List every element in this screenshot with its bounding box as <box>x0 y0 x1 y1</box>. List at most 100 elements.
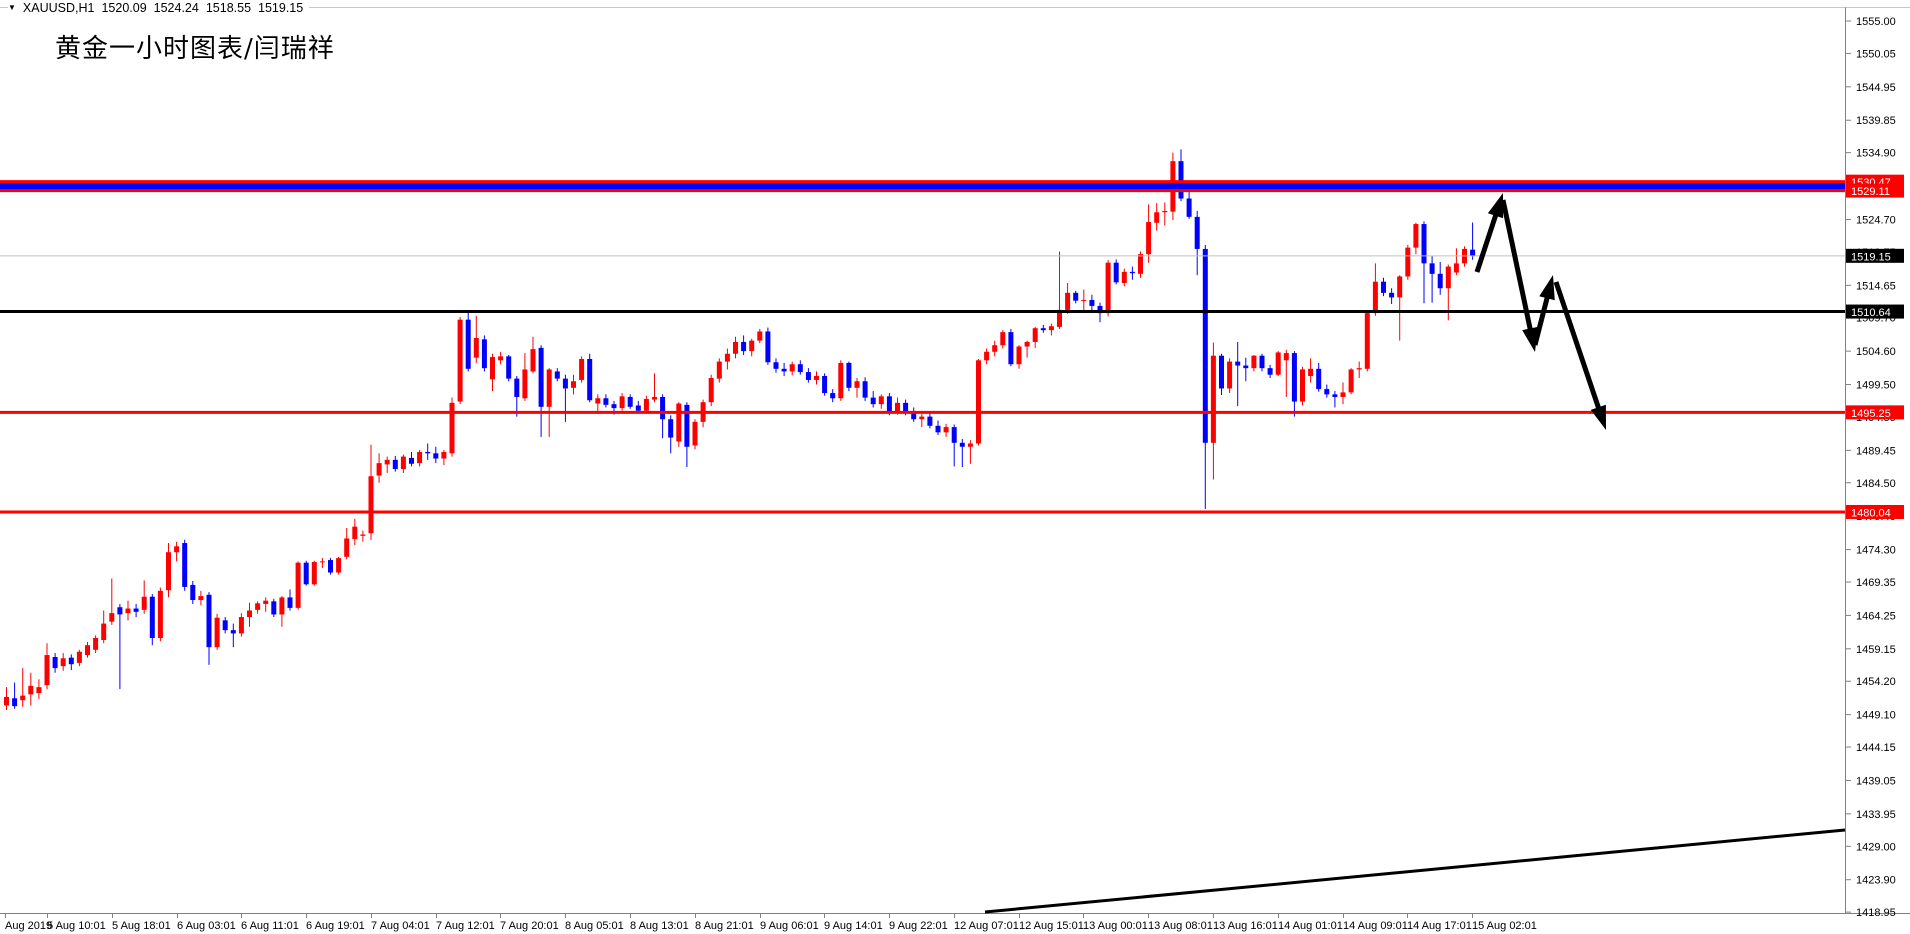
candle-body <box>93 638 99 650</box>
price-tick-label: 1449.10 <box>1856 710 1896 722</box>
quote-close: 1519.15 <box>258 1 304 15</box>
price-tick-label: 1555.00 <box>1856 16 1896 28</box>
candle-body <box>724 353 730 362</box>
candle-body <box>279 597 285 615</box>
time-tick-label: 12 Aug 15:01 <box>1019 920 1084 932</box>
candle-body <box>571 381 576 388</box>
candle-body <box>109 613 115 622</box>
candle-body <box>1275 352 1281 375</box>
candle-body <box>692 421 698 446</box>
candle-body <box>514 378 520 397</box>
candle-body <box>878 396 884 405</box>
forecast-arrow-up-to-resistance[interactable] <box>1474 193 1504 273</box>
time-tick-label: 8 Aug 13:01 <box>630 920 689 932</box>
candle-body <box>546 369 552 407</box>
candle-body <box>1129 271 1135 274</box>
forecast-arrow-down-final[interactable] <box>1553 281 1606 430</box>
candle-body <box>247 610 252 618</box>
candle-body <box>190 584 196 601</box>
candle-body <box>1219 355 1224 389</box>
price-tick-label: 1550.05 <box>1856 48 1896 60</box>
candle-body <box>1437 273 1443 289</box>
candle-body <box>741 341 747 352</box>
candle-body <box>85 645 90 656</box>
candle-body <box>635 405 641 411</box>
candle-body <box>611 404 617 409</box>
price-label-1480-04: 1480.04 <box>1851 507 1891 519</box>
time-tick-label: 13 Aug 16:01 <box>1213 920 1278 932</box>
candle-body <box>1065 292 1071 310</box>
candle-body <box>627 396 633 407</box>
candle-body <box>1324 389 1330 395</box>
time-tick-label: 7 Aug 12:01 <box>436 920 495 932</box>
candle-body <box>652 396 657 400</box>
candle-body <box>1405 247 1411 277</box>
candle-body <box>1381 281 1386 293</box>
candle-body <box>182 543 188 587</box>
chart-title-annotation[interactable]: 黄金一小时图表/闫瑞祥 <box>55 34 335 64</box>
candle-body <box>1040 328 1046 331</box>
candle-body <box>295 562 301 608</box>
candle-body <box>376 463 382 476</box>
candle-body <box>506 356 512 379</box>
time-tick-label: 14 Aug 17:01 <box>1407 920 1472 932</box>
candle-body <box>862 381 868 398</box>
time-tick-label: 12 Aug 07:01 <box>954 920 1019 932</box>
candle-body <box>360 534 366 536</box>
candle-body <box>417 451 423 464</box>
symbol-timeframe: XAUUSD,H1 <box>22 1 95 15</box>
candle-body <box>976 360 981 444</box>
candle-body <box>1251 355 1257 369</box>
candle-body <box>384 459 390 465</box>
candle-body <box>336 558 342 573</box>
price-label-1529-11: 1529.11 <box>1851 186 1890 198</box>
candle-body <box>1008 332 1014 365</box>
candle-body <box>643 398 649 411</box>
forecast-arrow-up-2[interactable] <box>1532 275 1555 346</box>
candle-body <box>1227 361 1233 389</box>
candle-body <box>1291 353 1297 402</box>
candle-body <box>1146 222 1152 255</box>
candle-body <box>903 402 909 413</box>
candle-body <box>595 398 601 404</box>
candle-body <box>927 416 933 426</box>
candle-body <box>409 457 414 464</box>
price-tick-label: 1459.15 <box>1856 644 1896 656</box>
candle-body <box>125 608 131 614</box>
forecast-arrow-down-1[interactable] <box>1500 199 1538 352</box>
candle-body <box>368 476 374 534</box>
time-tick-label: 13 Aug 00:01 <box>1083 920 1148 932</box>
candle-body <box>789 364 795 372</box>
price-tick-label: 1444.15 <box>1856 742 1896 754</box>
time-tick-label: 6 Aug 03:01 <box>177 920 236 932</box>
price-tick-label: 1484.50 <box>1856 478 1896 490</box>
candle-body <box>757 331 763 341</box>
time-tick-label: 9 Aug 14:01 <box>824 920 883 932</box>
candle-body <box>1372 281 1378 314</box>
candle-body <box>206 594 212 648</box>
candle-body <box>1308 368 1314 377</box>
price-label-box <box>1846 304 1904 319</box>
candle-body <box>133 608 139 612</box>
candle-body <box>846 362 852 388</box>
candle-body <box>895 402 900 413</box>
price-tick-label: 1539.85 <box>1856 115 1896 127</box>
candle-body <box>773 362 779 369</box>
time-tick-label: 5 Aug 10:01 <box>47 920 106 932</box>
candle-body <box>441 451 447 459</box>
candle-body <box>271 601 277 615</box>
candle-body <box>1154 212 1160 223</box>
candle-body <box>303 562 309 585</box>
price-axis[interactable]: 1555.00 1550.05 1544.95 1539.85 1534.90 1529.… <box>1845 16 1904 919</box>
candles <box>4 149 1476 711</box>
candle-body <box>400 456 406 470</box>
candle-body <box>1413 224 1419 248</box>
candle-body <box>157 590 163 639</box>
candle-body <box>814 376 819 380</box>
candle-body <box>668 419 674 438</box>
ascending-trend-line[interactable] <box>984 828 1846 914</box>
time-tick-label: 15 Aug 02:01 <box>1472 920 1537 932</box>
candle-body <box>1445 266 1451 289</box>
